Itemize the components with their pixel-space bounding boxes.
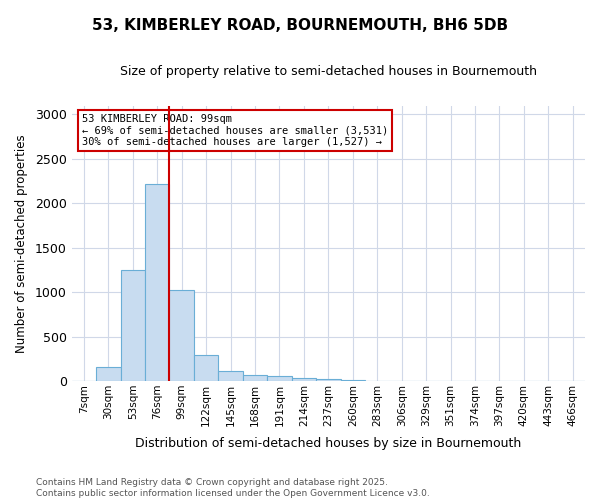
Text: 53, KIMBERLEY ROAD, BOURNEMOUTH, BH6 5DB: 53, KIMBERLEY ROAD, BOURNEMOUTH, BH6 5DB <box>92 18 508 32</box>
Bar <box>96 367 121 381</box>
Bar <box>121 270 145 381</box>
Y-axis label: Number of semi-detached properties: Number of semi-detached properties <box>15 134 28 352</box>
Bar <box>145 184 169 381</box>
Bar <box>316 380 341 381</box>
X-axis label: Distribution of semi-detached houses by size in Bournemouth: Distribution of semi-detached houses by … <box>135 437 521 450</box>
Title: Size of property relative to semi-detached houses in Bournemouth: Size of property relative to semi-detach… <box>120 65 537 78</box>
Text: Contains HM Land Registry data © Crown copyright and database right 2025.
Contai: Contains HM Land Registry data © Crown c… <box>36 478 430 498</box>
Bar <box>243 375 267 381</box>
Bar <box>341 380 365 381</box>
Text: 53 KIMBERLEY ROAD: 99sqm
← 69% of semi-detached houses are smaller (3,531)
30% o: 53 KIMBERLEY ROAD: 99sqm ← 69% of semi-d… <box>82 114 388 147</box>
Bar <box>292 378 316 381</box>
Bar <box>169 290 194 381</box>
Bar <box>194 355 218 381</box>
Bar <box>218 371 243 381</box>
Bar <box>267 376 292 381</box>
